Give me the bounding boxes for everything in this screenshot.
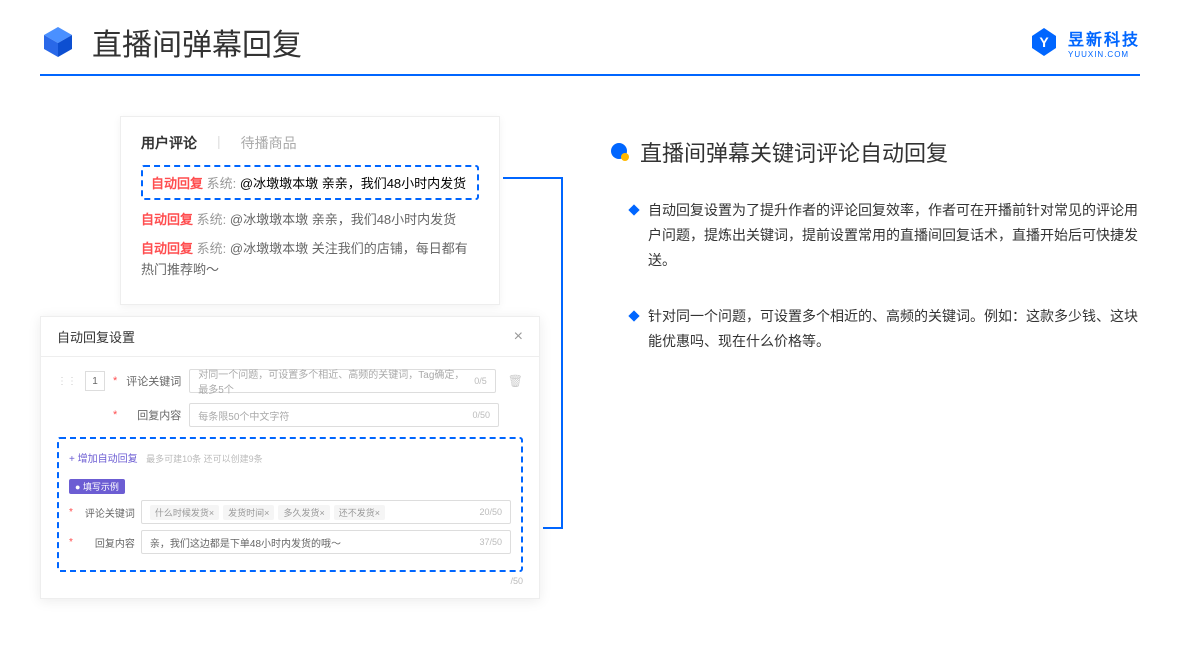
comment-text: @冰墩墩本墩 亲亲，我们48小时内发货 xyxy=(240,176,466,191)
brand-logo: Y 昱新科技 YUUXIN.COM xyxy=(1028,26,1140,59)
section-heading: 直播间弹幕关键词评论自动回复 xyxy=(640,136,948,168)
auto-reply-tag: 自动回复 xyxy=(151,176,203,191)
connector-line xyxy=(503,177,563,179)
trash-icon[interactable]: 🗑 xyxy=(508,374,523,388)
example-badge: ● 填写示例 xyxy=(69,479,125,494)
svg-text:Y: Y xyxy=(1039,34,1049,50)
system-label: 系统: xyxy=(207,176,237,191)
settings-modal: 自动回复设置 × ⋮⋮ 1 * 评论关键词 对同一个问题，可设置多个相近、高频的… xyxy=(40,316,540,599)
main-content: 用户评论 | 待播商品 自动回复 系统: @冰墩墩本墩 亲亲，我们48小时内发货… xyxy=(0,76,1180,384)
connector-line xyxy=(543,527,563,529)
bubble-icon xyxy=(610,142,630,162)
settings-body: ⋮⋮ 1 * 评论关键词 对同一个问题，可设置多个相近、高频的关键词，Tag确定… xyxy=(41,357,539,598)
example-content-input[interactable]: 亲，我们这边都是下单48小时内发货的哦～ 37/50 xyxy=(141,530,511,554)
outer-count: /50 xyxy=(57,576,523,586)
content-label: 回复内容 xyxy=(125,407,181,423)
example-content-row: * 回复内容 亲，我们这边都是下单48小时内发货的哦～ 37/50 xyxy=(69,530,511,554)
settings-title: 自动回复设置 xyxy=(57,327,135,346)
bullet-item: 自动回复设置为了提升作者的评论回复效率，作者可在开播前针对常见的评论用户问题，提… xyxy=(630,198,1140,274)
diamond-icon xyxy=(628,204,639,215)
example-keyword-input[interactable]: 什么时候发货× 发货时间× 多久发货× 还不发货× 20/50 xyxy=(141,500,511,524)
example-box: + 增加自动回复 最多可建10条 还可以创建9条 ● 填写示例 * 评论关键词 … xyxy=(57,437,523,572)
settings-header: 自动回复设置 × xyxy=(41,317,539,357)
right-panel: 直播间弹幕关键词评论自动回复 自动回复设置为了提升作者的评论回复效率，作者可在开… xyxy=(610,116,1140,384)
drag-icon[interactable]: ⋮⋮ xyxy=(57,376,77,387)
highlighted-comment: 自动回复 系统: @冰墩墩本墩 亲亲，我们48小时内发货 xyxy=(141,165,479,200)
logo-main-text: 昱新科技 xyxy=(1068,26,1140,50)
left-panel: 用户评论 | 待播商品 自动回复 系统: @冰墩墩本墩 亲亲，我们48小时内发货… xyxy=(40,116,570,384)
add-auto-reply-link[interactable]: + 增加自动回复 xyxy=(69,450,138,465)
page-header: 直播间弹幕回复 Y 昱新科技 YUUXIN.COM xyxy=(0,0,1180,74)
bullet-list: 自动回复设置为了提升作者的评论回复效率，作者可在开播前针对常见的评论用户问题，提… xyxy=(610,198,1140,354)
bullet-item: 针对同一个问题，可设置多个相近的、高频的关键词。例如：这款多少钱、这块能优惠吗、… xyxy=(630,304,1140,354)
tab-pending-goods[interactable]: 待播商品 xyxy=(241,133,297,153)
add-hint: 最多可建10条 还可以创建9条 xyxy=(146,454,263,464)
close-icon[interactable]: × xyxy=(514,328,523,346)
comment-card: 用户评论 | 待播商品 自动回复 系统: @冰墩墩本墩 亲亲，我们48小时内发货… xyxy=(120,116,500,305)
content-row: * 回复内容 每条限50个中文字符 0/50 xyxy=(57,403,523,427)
content-input[interactable]: 每条限50个中文字符 0/50 xyxy=(189,403,499,427)
logo-sub-text: YUUXIN.COM xyxy=(1068,50,1140,59)
connector-line xyxy=(561,177,563,527)
tab-user-comments[interactable]: 用户评论 xyxy=(141,133,197,153)
diamond-icon xyxy=(628,310,639,321)
cube-icon xyxy=(40,24,76,60)
keyword-input[interactable]: 对同一个问题，可设置多个相近、高频的关键词，Tag确定，最多5个 0/5 xyxy=(189,369,495,393)
example-keyword-row: * 评论关键词 什么时候发货× 发货时间× 多久发货× 还不发货× 20/50 xyxy=(69,500,511,524)
comment-line: 自动回复 系统: @冰墩墩本墩 关注我们的店铺，每日都有热门推荐哟～ xyxy=(141,239,479,281)
keyword-row: ⋮⋮ 1 * 评论关键词 对同一个问题，可设置多个相近、高频的关键词，Tag确定… xyxy=(57,369,523,393)
logo-icon: Y xyxy=(1028,26,1060,58)
comment-line: 自动回复 系统: @冰墩墩本墩 亲亲，我们48小时内发货 xyxy=(141,210,479,231)
tabs: 用户评论 | 待播商品 xyxy=(141,133,479,153)
page-title: 直播间弹幕回复 xyxy=(92,20,302,64)
section-title: 直播间弹幕关键词评论自动回复 xyxy=(610,136,1140,168)
keyword-label: 评论关键词 xyxy=(125,373,181,389)
row-number: 1 xyxy=(85,371,105,391)
header-left: 直播间弹幕回复 xyxy=(40,20,302,64)
